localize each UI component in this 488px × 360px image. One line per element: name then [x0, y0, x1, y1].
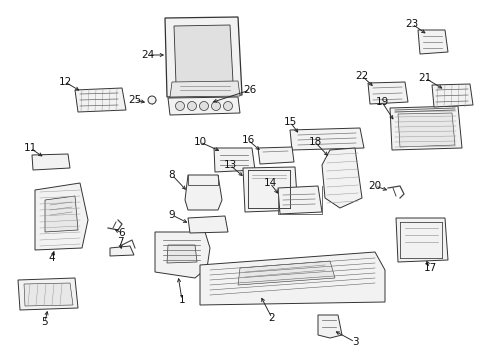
Polygon shape	[289, 128, 363, 150]
Text: 11: 11	[23, 143, 37, 153]
Polygon shape	[18, 278, 78, 310]
Circle shape	[211, 102, 220, 111]
Text: 5: 5	[41, 317, 48, 327]
Polygon shape	[417, 30, 447, 54]
Text: 10: 10	[193, 137, 206, 147]
Text: 2: 2	[268, 313, 275, 323]
Polygon shape	[431, 84, 472, 107]
Text: 12: 12	[58, 77, 71, 87]
Polygon shape	[184, 175, 222, 210]
Polygon shape	[238, 261, 334, 285]
Text: 15: 15	[283, 117, 296, 127]
Polygon shape	[389, 106, 461, 150]
Text: 19: 19	[375, 97, 388, 107]
Text: 24: 24	[141, 50, 154, 60]
Polygon shape	[200, 252, 384, 305]
Polygon shape	[45, 196, 78, 232]
Circle shape	[223, 102, 232, 111]
Text: 13: 13	[223, 160, 236, 170]
Polygon shape	[24, 283, 73, 306]
Polygon shape	[75, 88, 126, 112]
Text: 14: 14	[263, 178, 276, 188]
Text: 18: 18	[308, 137, 321, 147]
Polygon shape	[32, 154, 70, 170]
Polygon shape	[110, 246, 134, 256]
Polygon shape	[168, 97, 240, 115]
Polygon shape	[367, 82, 407, 104]
Polygon shape	[395, 218, 447, 262]
Text: 6: 6	[119, 228, 125, 238]
Text: 16: 16	[241, 135, 254, 145]
Circle shape	[199, 102, 208, 111]
Polygon shape	[155, 232, 209, 278]
Text: 3: 3	[351, 337, 358, 347]
Text: 1: 1	[178, 295, 185, 305]
Text: 22: 22	[355, 71, 368, 81]
Polygon shape	[174, 25, 232, 84]
Text: 7: 7	[117, 237, 123, 247]
Polygon shape	[187, 216, 227, 233]
Text: 26: 26	[243, 85, 256, 95]
Polygon shape	[258, 147, 293, 164]
Polygon shape	[321, 148, 361, 208]
Polygon shape	[164, 17, 242, 97]
Text: 4: 4	[49, 253, 55, 263]
Polygon shape	[278, 186, 321, 214]
Circle shape	[148, 96, 156, 104]
Polygon shape	[214, 148, 254, 172]
Text: 9: 9	[168, 210, 175, 220]
Polygon shape	[243, 167, 297, 212]
Text: 23: 23	[405, 19, 418, 29]
Polygon shape	[317, 315, 341, 338]
Circle shape	[175, 102, 184, 111]
Circle shape	[187, 102, 196, 111]
Text: 25: 25	[128, 95, 142, 105]
Polygon shape	[170, 81, 240, 97]
Text: 20: 20	[367, 181, 381, 191]
Polygon shape	[167, 245, 197, 263]
Text: 21: 21	[418, 73, 431, 83]
Polygon shape	[35, 183, 88, 250]
Polygon shape	[397, 113, 454, 147]
Text: 17: 17	[423, 263, 436, 273]
Text: 8: 8	[168, 170, 175, 180]
